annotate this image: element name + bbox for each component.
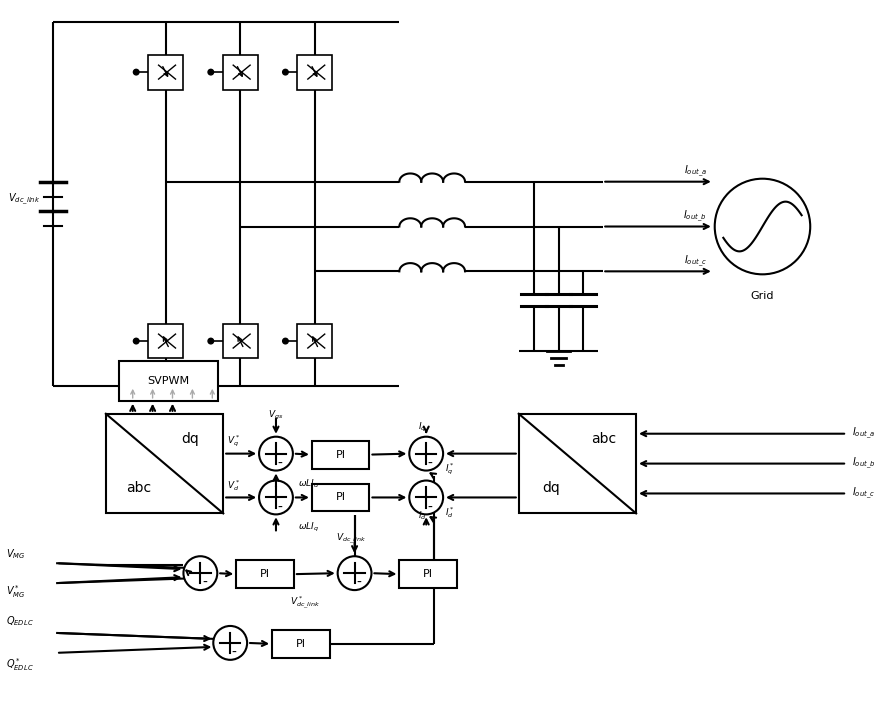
Bar xyxy=(223,324,258,359)
Text: PI: PI xyxy=(296,639,306,649)
Text: $I_{out\_b}$: $I_{out\_b}$ xyxy=(683,209,706,224)
Text: $I_q^*$: $I_q^*$ xyxy=(445,462,455,477)
Text: $V_{dc\_link}$: $V_{dc\_link}$ xyxy=(336,531,366,546)
Text: $V_{dc\_link}$: $V_{dc\_link}$ xyxy=(8,191,41,207)
Bar xyxy=(312,483,369,511)
Text: $V_q^*$: $V_q^*$ xyxy=(227,434,240,450)
Text: -: - xyxy=(231,646,237,660)
Circle shape xyxy=(214,626,247,660)
Text: -: - xyxy=(356,576,361,590)
Bar xyxy=(298,54,332,90)
Circle shape xyxy=(283,69,288,75)
Bar xyxy=(148,324,183,359)
Bar xyxy=(236,560,294,588)
Circle shape xyxy=(259,480,293,514)
Text: $I_q$: $I_q$ xyxy=(418,421,426,435)
Text: $I_{out\_a}$: $I_{out\_a}$ xyxy=(852,426,875,441)
Text: $V_d^*$: $V_d^*$ xyxy=(227,478,240,493)
Text: PI: PI xyxy=(336,493,345,503)
Circle shape xyxy=(208,338,214,344)
Text: -: - xyxy=(277,457,283,470)
Circle shape xyxy=(410,480,443,514)
Bar xyxy=(119,361,218,401)
Text: -: - xyxy=(277,500,283,514)
Text: $I_{out\_c}$: $I_{out\_c}$ xyxy=(852,486,875,501)
Circle shape xyxy=(184,556,217,590)
Text: $V_{qs}$: $V_{qs}$ xyxy=(268,410,283,422)
Circle shape xyxy=(714,179,811,274)
Text: Grid: Grid xyxy=(751,291,774,301)
Text: $I_d^*$: $I_d^*$ xyxy=(445,505,455,521)
Text: abc: abc xyxy=(591,432,615,445)
Circle shape xyxy=(133,69,139,75)
Bar xyxy=(148,54,183,90)
Text: $I_{out\_b}$: $I_{out\_b}$ xyxy=(852,456,875,471)
Text: $V_{MG}$: $V_{MG}$ xyxy=(6,547,26,561)
Text: $\omega LI_q$: $\omega LI_q$ xyxy=(298,521,319,534)
Text: $I_{out\_a}$: $I_{out\_a}$ xyxy=(683,164,706,179)
Text: $V_{dc\_link}^*$: $V_{dc\_link}^*$ xyxy=(290,594,320,611)
Circle shape xyxy=(259,437,293,470)
Text: $I_d$: $I_d$ xyxy=(418,509,426,522)
Text: $\omega LI_d$: $\omega LI_d$ xyxy=(298,478,319,490)
Bar xyxy=(272,630,329,658)
Text: abc: abc xyxy=(126,481,151,495)
Text: dq: dq xyxy=(543,481,561,495)
Circle shape xyxy=(208,69,214,75)
Bar xyxy=(518,414,636,513)
Circle shape xyxy=(283,338,288,344)
Text: PI: PI xyxy=(260,569,270,579)
Bar xyxy=(106,414,223,513)
Text: $V_{MG}^*$: $V_{MG}^*$ xyxy=(6,584,26,601)
Circle shape xyxy=(133,338,139,344)
Bar xyxy=(399,560,457,588)
Text: -: - xyxy=(427,500,433,514)
Text: PI: PI xyxy=(336,450,345,460)
Text: -: - xyxy=(427,457,433,470)
Circle shape xyxy=(337,556,372,590)
Bar xyxy=(312,440,369,468)
Text: $I_{out\_c}$: $I_{out\_c}$ xyxy=(683,253,706,269)
Text: PI: PI xyxy=(423,569,434,579)
Text: dq: dq xyxy=(182,432,200,445)
Text: SVPWM: SVPWM xyxy=(147,376,190,386)
Circle shape xyxy=(410,437,443,470)
Bar xyxy=(298,324,332,359)
Text: $Q_{EDLC}$: $Q_{EDLC}$ xyxy=(6,614,34,628)
Text: $Q_{EDLC}^*$: $Q_{EDLC}^*$ xyxy=(6,657,34,673)
Bar xyxy=(223,54,258,90)
Text: -: - xyxy=(202,576,207,590)
